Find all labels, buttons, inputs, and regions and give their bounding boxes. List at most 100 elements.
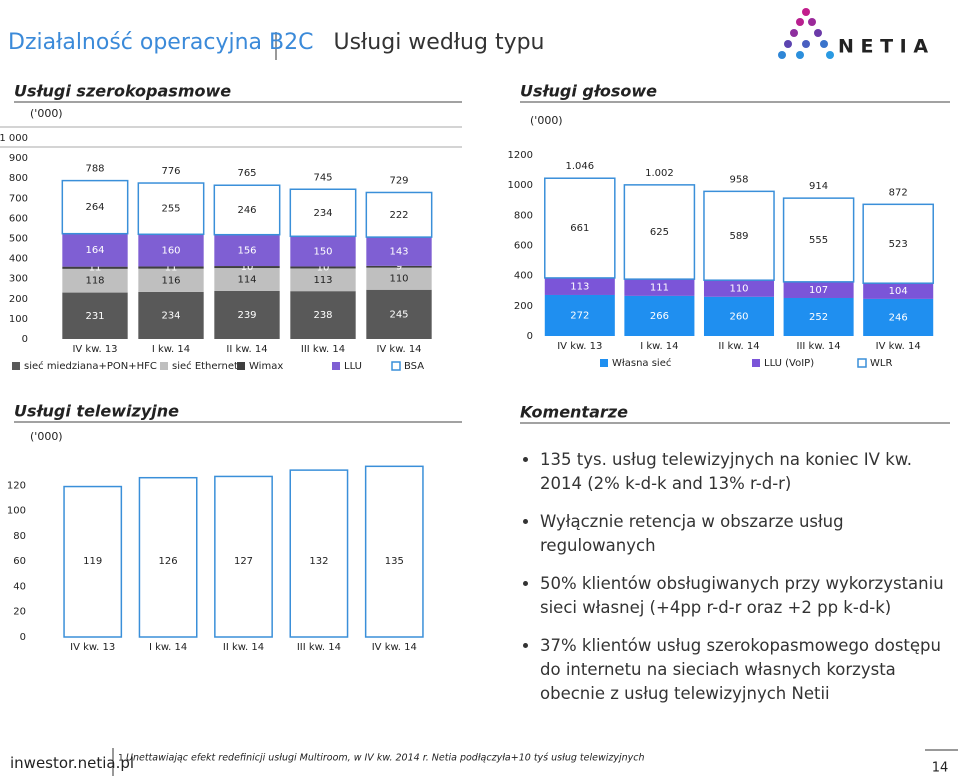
bar-segment bbox=[62, 268, 128, 293]
logo-dot bbox=[796, 18, 804, 26]
bar-segment bbox=[138, 291, 204, 339]
bar bbox=[289, 469, 349, 638]
x-tick-label: IV kw. 14 bbox=[372, 642, 417, 653]
y-tick-label: 0 bbox=[20, 632, 26, 643]
header: Działalność operacyjna B2C Usługi według … bbox=[8, 30, 545, 55]
bar-segment bbox=[138, 266, 204, 269]
bar bbox=[63, 485, 123, 638]
header-title: Działalność operacyjna B2C bbox=[8, 30, 314, 55]
value-label: 110 bbox=[389, 274, 408, 285]
legend-label: WLR bbox=[870, 358, 892, 369]
bar-segment bbox=[544, 294, 615, 336]
bar-segment bbox=[213, 184, 281, 236]
bar-segment bbox=[62, 266, 128, 269]
y-tick-label: 80 bbox=[13, 531, 26, 542]
logo-dot bbox=[796, 51, 804, 59]
bar-segment bbox=[623, 184, 696, 280]
x-tick-label: II kw. 14 bbox=[718, 341, 759, 352]
value-label: 234 bbox=[161, 310, 180, 321]
bar bbox=[138, 476, 198, 638]
value-label: 589 bbox=[729, 231, 748, 242]
bar-segment bbox=[783, 297, 854, 336]
logo-dot bbox=[802, 40, 810, 48]
total-label: 958 bbox=[729, 175, 748, 186]
legend-swatch bbox=[237, 362, 245, 370]
x-tick-label: III kw. 14 bbox=[297, 642, 341, 653]
bar-segment bbox=[782, 197, 855, 283]
section-title: Usługi głosowe bbox=[520, 82, 657, 101]
y-tick-label: 800 bbox=[514, 210, 533, 221]
footnote: Unettawiając efekt redefinicji usługi Mu… bbox=[126, 753, 645, 764]
value-label: 143 bbox=[389, 246, 408, 257]
value-label: 234 bbox=[313, 208, 332, 219]
comment-list: 135 tys. usług telewizyjnych na koniec I… bbox=[512, 448, 957, 706]
legend-label: sieć Ethernet bbox=[172, 360, 238, 372]
bar-segment bbox=[290, 236, 356, 267]
legend-label: LLU (VoIP) bbox=[764, 358, 814, 369]
bar-segment bbox=[137, 182, 205, 236]
bar-segment bbox=[366, 265, 432, 268]
value-label: 9 bbox=[396, 262, 402, 273]
y-tick-label: 900 bbox=[9, 153, 28, 164]
unit-label: ('000) bbox=[530, 114, 563, 127]
bar-segment bbox=[366, 237, 432, 266]
total-label: 745 bbox=[313, 172, 332, 183]
value-label: 661 bbox=[570, 223, 589, 234]
value-label: 126 bbox=[159, 556, 178, 567]
x-tick-label: II kw. 14 bbox=[226, 344, 267, 355]
comment: 50% klientów obsługiwanych przy wykorzys… bbox=[540, 572, 957, 620]
y-tick-label: 100 bbox=[7, 506, 26, 517]
legend-swatch bbox=[391, 361, 401, 371]
section-title: Usługi szerokopasmowe bbox=[14, 82, 231, 101]
legend-swatch bbox=[332, 362, 340, 370]
value-label: 110 bbox=[729, 283, 748, 294]
bar-segment bbox=[703, 190, 775, 281]
value-label: 260 bbox=[729, 311, 748, 322]
logo-dot bbox=[784, 40, 792, 48]
value-label: 11 bbox=[89, 263, 102, 274]
value-label: 252 bbox=[809, 312, 828, 323]
bar-segment bbox=[214, 266, 280, 269]
value-label: 239 bbox=[237, 310, 256, 321]
x-tick-label: IV kw. 13 bbox=[70, 642, 115, 653]
bar-segment bbox=[61, 179, 129, 235]
logo-dot bbox=[790, 29, 798, 37]
x-tick-label: III kw. 14 bbox=[797, 341, 841, 352]
bar-segment bbox=[624, 279, 695, 296]
total-label: 776 bbox=[161, 166, 180, 177]
comments: 135 tys. usług telewizyjnych na koniec I… bbox=[512, 448, 957, 720]
total-label: 765 bbox=[237, 168, 256, 179]
bar-segment bbox=[289, 188, 357, 238]
value-label: 246 bbox=[237, 205, 256, 216]
y-tick-label: 100 bbox=[9, 314, 28, 325]
y-tick-label: 800 bbox=[9, 173, 28, 184]
logo-dot bbox=[820, 40, 828, 48]
logo-dot bbox=[808, 18, 816, 26]
logo-text: N E T I A bbox=[838, 36, 928, 58]
bar-segment bbox=[290, 291, 356, 339]
total-label: 1.002 bbox=[645, 168, 674, 179]
legend-label: BSA bbox=[404, 361, 424, 372]
bar-segment bbox=[703, 296, 775, 336]
bar bbox=[364, 465, 424, 638]
value-label: 555 bbox=[809, 235, 828, 246]
bar-segment bbox=[862, 203, 934, 284]
y-tick-label: 400 bbox=[9, 254, 28, 265]
value-label: 625 bbox=[650, 227, 669, 238]
value-label: 107 bbox=[809, 285, 828, 296]
y-tick-label: 0 bbox=[527, 331, 533, 342]
bar-segment bbox=[290, 266, 356, 269]
legend-swatch bbox=[752, 359, 760, 367]
logo-dots bbox=[778, 8, 834, 59]
bar-segment bbox=[624, 295, 695, 336]
legend-swatch bbox=[160, 362, 168, 370]
unit-label: ('000) bbox=[30, 430, 63, 443]
value-label: 111 bbox=[650, 283, 669, 294]
value-label: 255 bbox=[161, 204, 180, 215]
value-label: 222 bbox=[389, 210, 408, 221]
bar-segment bbox=[138, 234, 204, 267]
value-label: 10 bbox=[241, 262, 254, 273]
x-tick-label: I kw. 14 bbox=[152, 344, 190, 355]
